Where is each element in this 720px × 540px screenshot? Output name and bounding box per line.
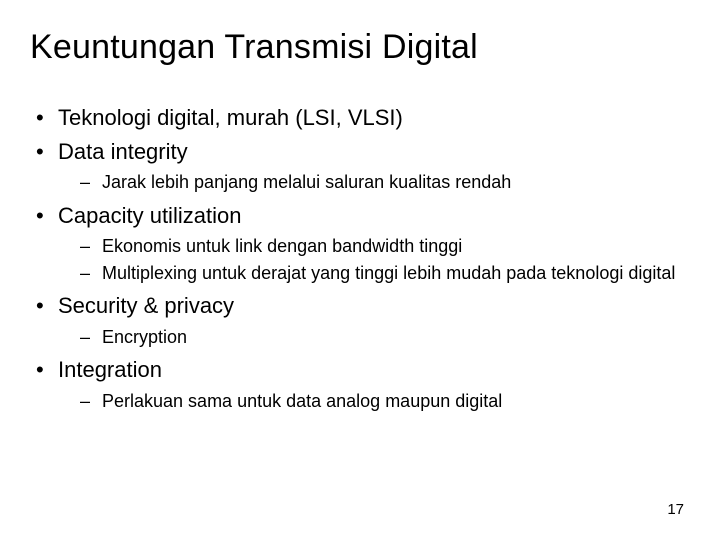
list-item-text: Integration bbox=[58, 357, 162, 382]
sub-list-item-text: Jarak lebih panjang melalui saluran kual… bbox=[102, 172, 511, 192]
sub-bullet-list: Encryption bbox=[58, 325, 690, 349]
slide-title: Keuntungan Transmisi Digital bbox=[30, 28, 690, 67]
sub-list-item-text: Ekonomis untuk link dengan bandwidth tin… bbox=[102, 236, 462, 256]
sub-list-item-text: Perlakuan sama untuk data analog maupun … bbox=[102, 391, 502, 411]
list-item: Security & privacy Encryption bbox=[58, 291, 690, 349]
page-number: 17 bbox=[667, 501, 684, 518]
bullet-list: Teknologi digital, murah (LSI, VLSI) Dat… bbox=[30, 103, 690, 413]
sub-bullet-list: Perlakuan sama untuk data analog maupun … bbox=[58, 389, 690, 413]
sub-list-item: Encryption bbox=[102, 325, 690, 349]
list-item-text: Teknologi digital, murah (LSI, VLSI) bbox=[58, 105, 403, 130]
sub-list-item: Ekonomis untuk link dengan bandwidth tin… bbox=[102, 234, 690, 258]
sub-list-item: Perlakuan sama untuk data analog maupun … bbox=[102, 389, 690, 413]
list-item: Teknologi digital, murah (LSI, VLSI) bbox=[58, 103, 690, 133]
sub-bullet-list: Ekonomis untuk link dengan bandwidth tin… bbox=[58, 234, 690, 285]
list-item: Capacity utilization Ekonomis untuk link… bbox=[58, 201, 690, 285]
list-item-text: Capacity utilization bbox=[58, 203, 241, 228]
list-item-text: Security & privacy bbox=[58, 293, 234, 318]
slide: Keuntungan Transmisi Digital Teknologi d… bbox=[0, 0, 720, 540]
sub-list-item: Multiplexing untuk derajat yang tinggi l… bbox=[102, 261, 690, 285]
list-item: Data integrity Jarak lebih panjang melal… bbox=[58, 137, 690, 195]
sub-bullet-list: Jarak lebih panjang melalui saluran kual… bbox=[58, 170, 690, 194]
list-item: Integration Perlakuan sama untuk data an… bbox=[58, 355, 690, 413]
sub-list-item-text: Multiplexing untuk derajat yang tinggi l… bbox=[102, 263, 675, 283]
sub-list-item: Jarak lebih panjang melalui saluran kual… bbox=[102, 170, 690, 194]
list-item-text: Data integrity bbox=[58, 139, 188, 164]
sub-list-item-text: Encryption bbox=[102, 327, 187, 347]
